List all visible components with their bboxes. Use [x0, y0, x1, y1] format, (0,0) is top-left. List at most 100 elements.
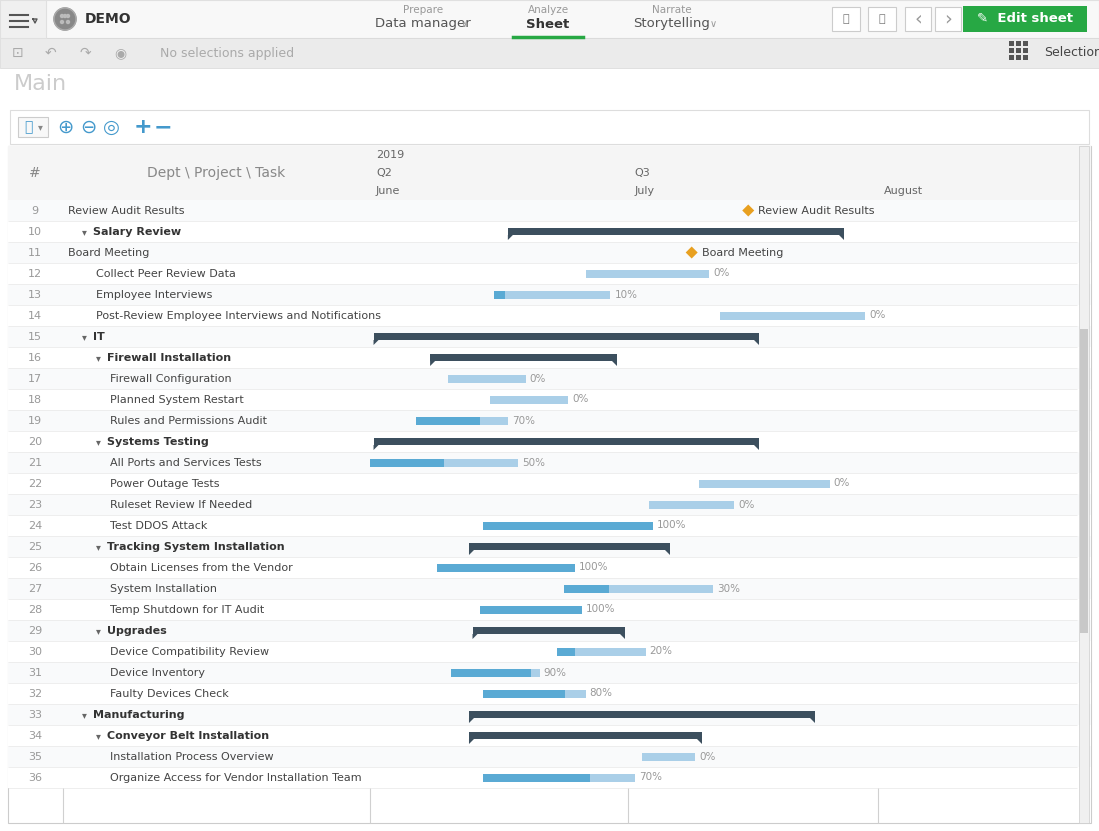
FancyBboxPatch shape	[1009, 41, 1014, 46]
Polygon shape	[754, 340, 758, 345]
FancyBboxPatch shape	[1023, 55, 1028, 60]
FancyBboxPatch shape	[479, 606, 582, 613]
FancyBboxPatch shape	[508, 228, 844, 235]
Text: 11: 11	[27, 248, 42, 258]
Text: IT: IT	[93, 332, 104, 342]
FancyBboxPatch shape	[1023, 41, 1028, 46]
Text: 0%: 0%	[833, 479, 850, 489]
Text: 30: 30	[27, 647, 42, 657]
Text: 70%: 70%	[512, 416, 535, 425]
Text: Dept \ Project \ Task: Dept \ Project \ Task	[147, 166, 285, 180]
Text: ▾: ▾	[96, 353, 101, 363]
FancyBboxPatch shape	[8, 683, 1091, 704]
FancyBboxPatch shape	[484, 690, 586, 697]
FancyBboxPatch shape	[8, 494, 1091, 515]
Text: Firewall Installation: Firewall Installation	[107, 353, 231, 363]
Text: Analyze: Analyze	[528, 5, 568, 15]
FancyBboxPatch shape	[586, 269, 709, 278]
FancyBboxPatch shape	[374, 438, 758, 445]
Circle shape	[67, 14, 69, 17]
Text: 17: 17	[27, 374, 42, 384]
FancyBboxPatch shape	[484, 522, 653, 529]
Text: 0%: 0%	[713, 268, 730, 278]
Text: 50%: 50%	[522, 458, 545, 468]
Text: Data manager: Data manager	[375, 17, 470, 31]
FancyBboxPatch shape	[370, 459, 519, 466]
FancyBboxPatch shape	[415, 416, 508, 425]
Text: 26: 26	[27, 563, 42, 573]
Polygon shape	[697, 739, 702, 744]
Text: 12: 12	[27, 269, 42, 279]
Polygon shape	[473, 634, 477, 639]
FancyBboxPatch shape	[650, 500, 734, 509]
FancyBboxPatch shape	[8, 662, 1091, 683]
Text: ▾: ▾	[82, 710, 87, 720]
Polygon shape	[374, 445, 378, 450]
Text: ⊕: ⊕	[57, 117, 74, 136]
Text: 10%: 10%	[614, 289, 637, 299]
FancyBboxPatch shape	[493, 291, 610, 298]
Text: 24: 24	[27, 521, 42, 531]
Text: ∨: ∨	[710, 19, 718, 29]
Text: Narrate: Narrate	[652, 5, 691, 15]
FancyBboxPatch shape	[557, 647, 575, 656]
Text: Q2: Q2	[376, 168, 392, 178]
Polygon shape	[742, 204, 754, 217]
FancyBboxPatch shape	[437, 563, 575, 572]
Text: 20: 20	[27, 437, 42, 447]
Text: 10: 10	[27, 227, 42, 237]
Text: Firewall Configuration: Firewall Configuration	[110, 374, 232, 384]
FancyBboxPatch shape	[490, 396, 568, 404]
Text: Conveyor Belt Installation: Conveyor Belt Installation	[107, 731, 269, 741]
FancyBboxPatch shape	[452, 668, 531, 676]
Text: June: June	[376, 186, 400, 196]
FancyBboxPatch shape	[484, 774, 635, 781]
Text: Rules and Permissions Audit: Rules and Permissions Audit	[110, 416, 267, 426]
Text: ‹: ‹	[914, 9, 922, 28]
Text: Board Meeting: Board Meeting	[701, 248, 784, 258]
FancyBboxPatch shape	[8, 326, 1091, 347]
Polygon shape	[430, 361, 435, 366]
Text: Manufacturing: Manufacturing	[93, 710, 185, 720]
Text: July: July	[634, 186, 654, 196]
FancyBboxPatch shape	[1015, 48, 1021, 53]
Text: Board Meeting: Board Meeting	[68, 248, 149, 258]
Text: ▾: ▾	[96, 626, 101, 636]
Text: Planned System Restart: Planned System Restart	[110, 395, 244, 405]
Text: ›: ›	[944, 9, 952, 28]
Polygon shape	[508, 235, 513, 240]
Text: 28: 28	[27, 605, 42, 615]
FancyBboxPatch shape	[484, 774, 589, 781]
Text: 18: 18	[27, 395, 42, 405]
Text: Salary Review: Salary Review	[93, 227, 181, 237]
Text: 0%: 0%	[571, 395, 588, 405]
Text: 70%: 70%	[640, 773, 662, 783]
Polygon shape	[754, 445, 758, 450]
Text: 31: 31	[27, 668, 42, 678]
Text: Storytelling: Storytelling	[633, 17, 710, 31]
FancyBboxPatch shape	[447, 375, 525, 382]
FancyBboxPatch shape	[8, 473, 1091, 494]
Text: 0%: 0%	[739, 499, 755, 509]
Text: ⊖: ⊖	[80, 117, 97, 136]
FancyBboxPatch shape	[8, 578, 1091, 599]
Text: 15: 15	[27, 332, 42, 342]
Text: 80%: 80%	[590, 689, 612, 699]
Polygon shape	[469, 739, 474, 744]
FancyBboxPatch shape	[473, 627, 624, 634]
Text: Faulty Devices Check: Faulty Devices Check	[110, 689, 229, 699]
Text: +: +	[134, 117, 153, 137]
FancyBboxPatch shape	[699, 479, 830, 488]
FancyBboxPatch shape	[0, 38, 1099, 68]
Text: 2019: 2019	[376, 150, 404, 160]
Text: 14: 14	[27, 311, 42, 321]
Text: Power Outage Tests: Power Outage Tests	[110, 479, 220, 489]
Text: 34: 34	[27, 731, 42, 741]
Text: #: #	[30, 166, 41, 180]
Text: 35: 35	[27, 752, 42, 762]
FancyBboxPatch shape	[642, 753, 696, 760]
FancyBboxPatch shape	[8, 200, 1091, 221]
FancyBboxPatch shape	[430, 354, 618, 361]
FancyBboxPatch shape	[8, 242, 1091, 263]
FancyBboxPatch shape	[8, 221, 1091, 242]
